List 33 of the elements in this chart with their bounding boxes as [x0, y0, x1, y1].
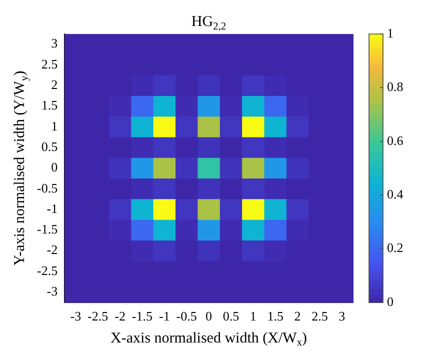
x-tick-label: 3 [338, 308, 346, 324]
color-bar-label: 0.4 [387, 186, 404, 202]
x-tick-label: 0.5 [222, 308, 240, 324]
color-bar-label: 0 [387, 294, 394, 309]
y-tick-label: -0.5 [36, 180, 58, 196]
x-tick-label: -0.5 [176, 308, 197, 324]
x-tick-label: 2.5 [312, 308, 328, 324]
x-tick-label: -1.5 [132, 308, 153, 324]
y-tick-label: -3 [46, 284, 58, 298]
y-tick-label: -2 [46, 242, 58, 258]
y-tick-label: -2.5 [36, 262, 58, 278]
color-bar-label: 0.2 [387, 240, 404, 256]
x-tick-label: -2 [114, 308, 126, 324]
y-tick-label: 0 [51, 160, 58, 175]
y-axis-title: Y-axis normalised width (Y/Wy) [12, 70, 30, 266]
x-tick-label: 0 [206, 308, 212, 324]
y-tick-label: 2.5 [41, 56, 58, 72]
y-tick-label: 1.5 [41, 98, 58, 113]
color-bar-label: 1 [387, 25, 394, 40]
x-tick-label: 2 [294, 308, 301, 324]
x-tick-label: 1 [250, 308, 256, 324]
x-tick-label: -2.5 [88, 308, 108, 324]
y-tick-label: 1 [51, 118, 58, 134]
y-tick-label: 2 [51, 77, 58, 92]
color-bar-label: 0.8 [387, 79, 404, 94]
color-bar-label: 0.6 [387, 132, 404, 148]
y-tick-label: -1 [46, 200, 58, 216]
y-tick-label: 0.5 [41, 138, 58, 154]
y-tick-label: -1.5 [36, 222, 58, 237]
y-tick-label: 3 [51, 36, 58, 51]
x-tick-label: -3 [70, 308, 82, 324]
x-tick-label: 1.5 [267, 308, 284, 324]
x-tick-label: -1 [158, 308, 170, 324]
